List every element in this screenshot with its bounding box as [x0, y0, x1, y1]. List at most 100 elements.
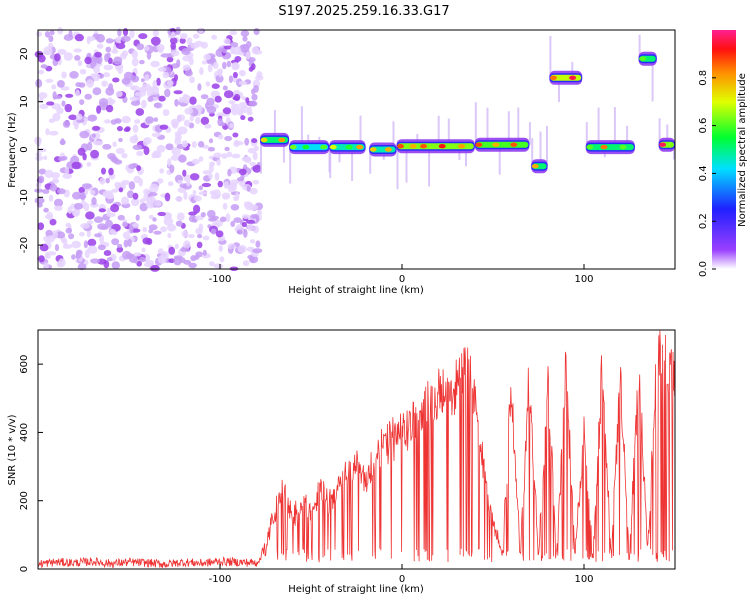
- noise-blob: [233, 195, 239, 202]
- noise-blob: [131, 197, 140, 207]
- noise-blob: [200, 41, 208, 49]
- noise-blob: [79, 99, 85, 105]
- noise-blob: [228, 75, 233, 83]
- noise-blob: [116, 43, 126, 50]
- noise-blob: [133, 252, 142, 257]
- noise-blob: [121, 115, 131, 124]
- noise-blob: [128, 163, 137, 170]
- noise-blob: [252, 248, 263, 254]
- noise-blob: [204, 123, 212, 129]
- track-hotspot: [289, 144, 297, 150]
- track-streak: [558, 77, 560, 102]
- noise-blob: [218, 134, 224, 140]
- noise-blob: [96, 105, 102, 114]
- track-streak: [613, 107, 616, 148]
- noise-blob: [183, 191, 188, 200]
- noise-blob: [74, 202, 83, 210]
- noise-blob: [103, 64, 113, 71]
- noise-blob: [196, 241, 203, 249]
- noise-blob: [37, 148, 47, 153]
- track-streak: [546, 125, 548, 167]
- colorbar-tick-label: 0.6: [698, 118, 709, 134]
- spectral-track: [369, 121, 397, 174]
- noise-blob: [129, 225, 134, 234]
- noise-blob: [213, 152, 222, 159]
- noise-blob: [135, 214, 140, 221]
- noise-blob: [188, 262, 197, 269]
- noise-blob: [179, 247, 190, 252]
- colorbar-tick-label: 0.0: [698, 261, 709, 277]
- noise-blob: [247, 106, 253, 114]
- noise-blob: [143, 193, 149, 201]
- noise-blob: [233, 93, 241, 102]
- noise-blob: [99, 177, 106, 185]
- noise-blob: [79, 231, 85, 237]
- track-streak: [666, 124, 669, 145]
- noise-blob: [111, 261, 121, 270]
- noise-blob: [184, 107, 194, 115]
- noise-blob: [72, 209, 79, 217]
- spectral-track: [329, 115, 366, 181]
- noise-blob: [61, 100, 66, 107]
- y-tick-label: 400: [19, 423, 30, 442]
- noise-blob: [90, 149, 100, 159]
- noise-blob: [227, 168, 232, 177]
- snr-y-ticks: 0 200 400 600: [19, 355, 43, 572]
- noise-blob: [248, 100, 258, 107]
- noise-blob: [64, 167, 70, 175]
- noise-blob: [117, 65, 123, 74]
- noise-blob: [48, 194, 54, 202]
- noise-blob: [136, 43, 145, 51]
- noise-blob: [171, 146, 181, 156]
- noise-blob: [132, 124, 139, 133]
- noise-blob: [80, 191, 86, 201]
- noise-blob: [207, 209, 216, 218]
- noise-blob: [86, 141, 93, 151]
- snr-frame: [37, 329, 676, 570]
- x-tick-label: 0: [399, 274, 405, 285]
- noise-blob: [156, 77, 161, 86]
- track-streak: [474, 102, 477, 145]
- noise-blob: [102, 143, 112, 150]
- noise-blob: [211, 83, 220, 89]
- y-tick-label: 0: [19, 146, 30, 152]
- noise-blob: [37, 175, 45, 184]
- noise-blob: [179, 37, 186, 44]
- track-hotspot: [409, 144, 417, 149]
- noise-blob: [90, 189, 96, 196]
- noise-blob: [34, 197, 45, 204]
- noise-blob: [217, 118, 224, 127]
- track-hotspot: [600, 144, 608, 150]
- noise-blob: [166, 56, 174, 63]
- noise-blob: [200, 116, 210, 126]
- noise-blob: [189, 96, 197, 105]
- noise-blob: [121, 153, 128, 159]
- noise-blob: [207, 63, 213, 73]
- noise-blob: [202, 235, 210, 241]
- noise-blob: [150, 264, 160, 272]
- noise-blob: [152, 217, 157, 222]
- noise-blob: [151, 132, 161, 138]
- noise-blob: [48, 130, 59, 136]
- noise-blob: [80, 223, 90, 229]
- track-hotspot: [369, 147, 377, 152]
- y-tick-label: 10: [19, 95, 30, 108]
- noise-blob: [211, 34, 218, 40]
- noise-blob: [136, 150, 144, 157]
- noise-blob: [202, 249, 207, 256]
- noise-blob: [140, 78, 145, 83]
- noise-blob: [96, 33, 105, 43]
- noise-blob: [188, 215, 197, 223]
- noise-blob: [116, 246, 124, 253]
- noise-blob: [150, 36, 161, 46]
- noise-blob: [231, 103, 236, 112]
- noise-blob: [91, 133, 97, 138]
- noise-blob: [164, 192, 171, 202]
- noise-blob: [252, 151, 258, 161]
- noise-blob: [198, 156, 204, 162]
- noise-blob: [35, 155, 44, 161]
- x-tick-label: 0: [399, 574, 405, 585]
- noise-blob: [49, 183, 58, 192]
- noise-blob: [198, 223, 204, 232]
- noise-blob: [141, 99, 147, 109]
